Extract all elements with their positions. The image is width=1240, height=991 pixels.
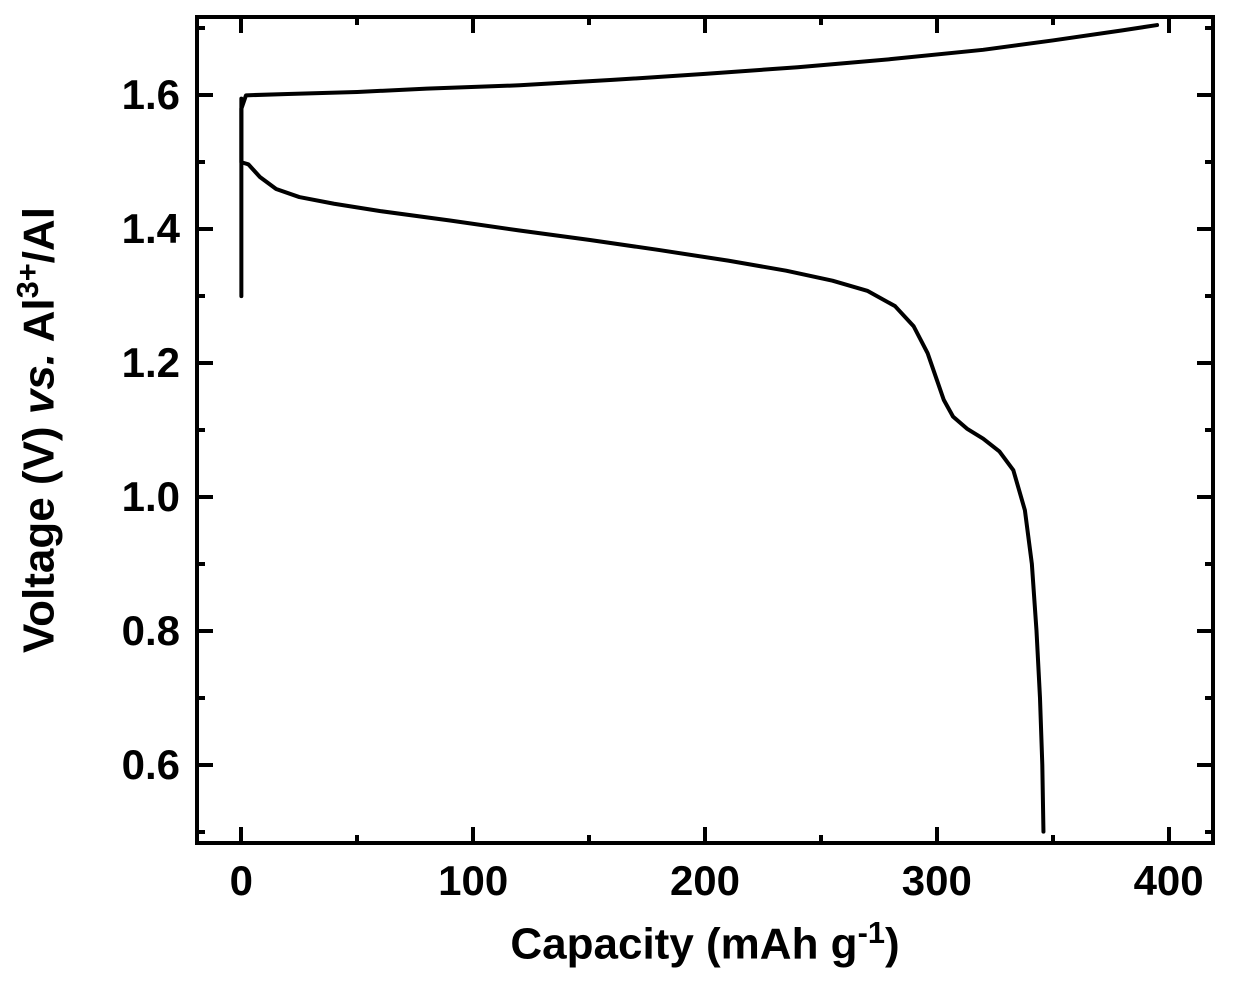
x-tick-label: 200 (645, 857, 765, 905)
y-tick-minor (1205, 428, 1215, 432)
x-tick-minor (355, 15, 359, 25)
y-tick-major (195, 495, 213, 499)
x-tick-label: 100 (413, 857, 533, 905)
y-tick-major (195, 763, 213, 767)
y-tick-minor (1205, 26, 1215, 30)
x-tick-minor (587, 835, 591, 845)
y-tick-label: 1.2 (100, 339, 180, 387)
x-tick-minor (1051, 15, 1055, 25)
y-tick-minor (1205, 160, 1215, 164)
y-tick-major (195, 629, 213, 633)
y-tick-major (1197, 227, 1215, 231)
y-tick-label: 1.0 (100, 473, 180, 521)
y-tick-label: 1.6 (100, 71, 180, 119)
x-tick-major (935, 827, 939, 845)
x-tick-minor (587, 15, 591, 25)
y-tick-minor (195, 26, 205, 30)
voltage-capacity-chart: Voltage (V) vs. Al3+/Al Capacity (mAh g-… (0, 0, 1240, 991)
y-tick-major (1197, 495, 1215, 499)
y-tick-major (1197, 629, 1215, 633)
x-tick-major (239, 15, 243, 33)
x-tick-major (239, 827, 243, 845)
y-tick-label: 0.8 (100, 607, 180, 655)
y-tick-label: 0.6 (100, 741, 180, 789)
y-tick-minor (195, 294, 205, 298)
y-tick-minor (195, 160, 205, 164)
y-tick-minor (1205, 696, 1215, 700)
x-tick-label: 300 (877, 857, 997, 905)
y-tick-minor (195, 428, 205, 432)
y-tick-major (195, 227, 213, 231)
x-tick-label: 0 (181, 857, 301, 905)
y-tick-major (195, 361, 213, 365)
y-tick-minor (195, 696, 205, 700)
x-tick-major (1167, 827, 1171, 845)
series-discharge (241, 99, 1043, 832)
y-tick-major (195, 93, 213, 97)
y-tick-label: 1.4 (100, 205, 180, 253)
x-tick-major (471, 15, 475, 33)
y-tick-minor (1205, 562, 1215, 566)
y-tick-minor (195, 562, 205, 566)
y-tick-minor (1205, 294, 1215, 298)
x-tick-minor (819, 15, 823, 25)
y-tick-major (1197, 361, 1215, 365)
x-tick-minor (355, 835, 359, 845)
y-tick-major (1197, 763, 1215, 767)
x-tick-major (471, 827, 475, 845)
y-tick-major (1197, 93, 1215, 97)
x-tick-minor (1051, 835, 1055, 845)
x-tick-minor (819, 835, 823, 845)
y-tick-minor (195, 830, 205, 834)
x-tick-major (1167, 15, 1171, 33)
x-tick-major (703, 15, 707, 33)
x-tick-label: 400 (1109, 857, 1229, 905)
x-tick-major (935, 15, 939, 33)
y-tick-minor (1205, 830, 1215, 834)
x-tick-major (703, 827, 707, 845)
